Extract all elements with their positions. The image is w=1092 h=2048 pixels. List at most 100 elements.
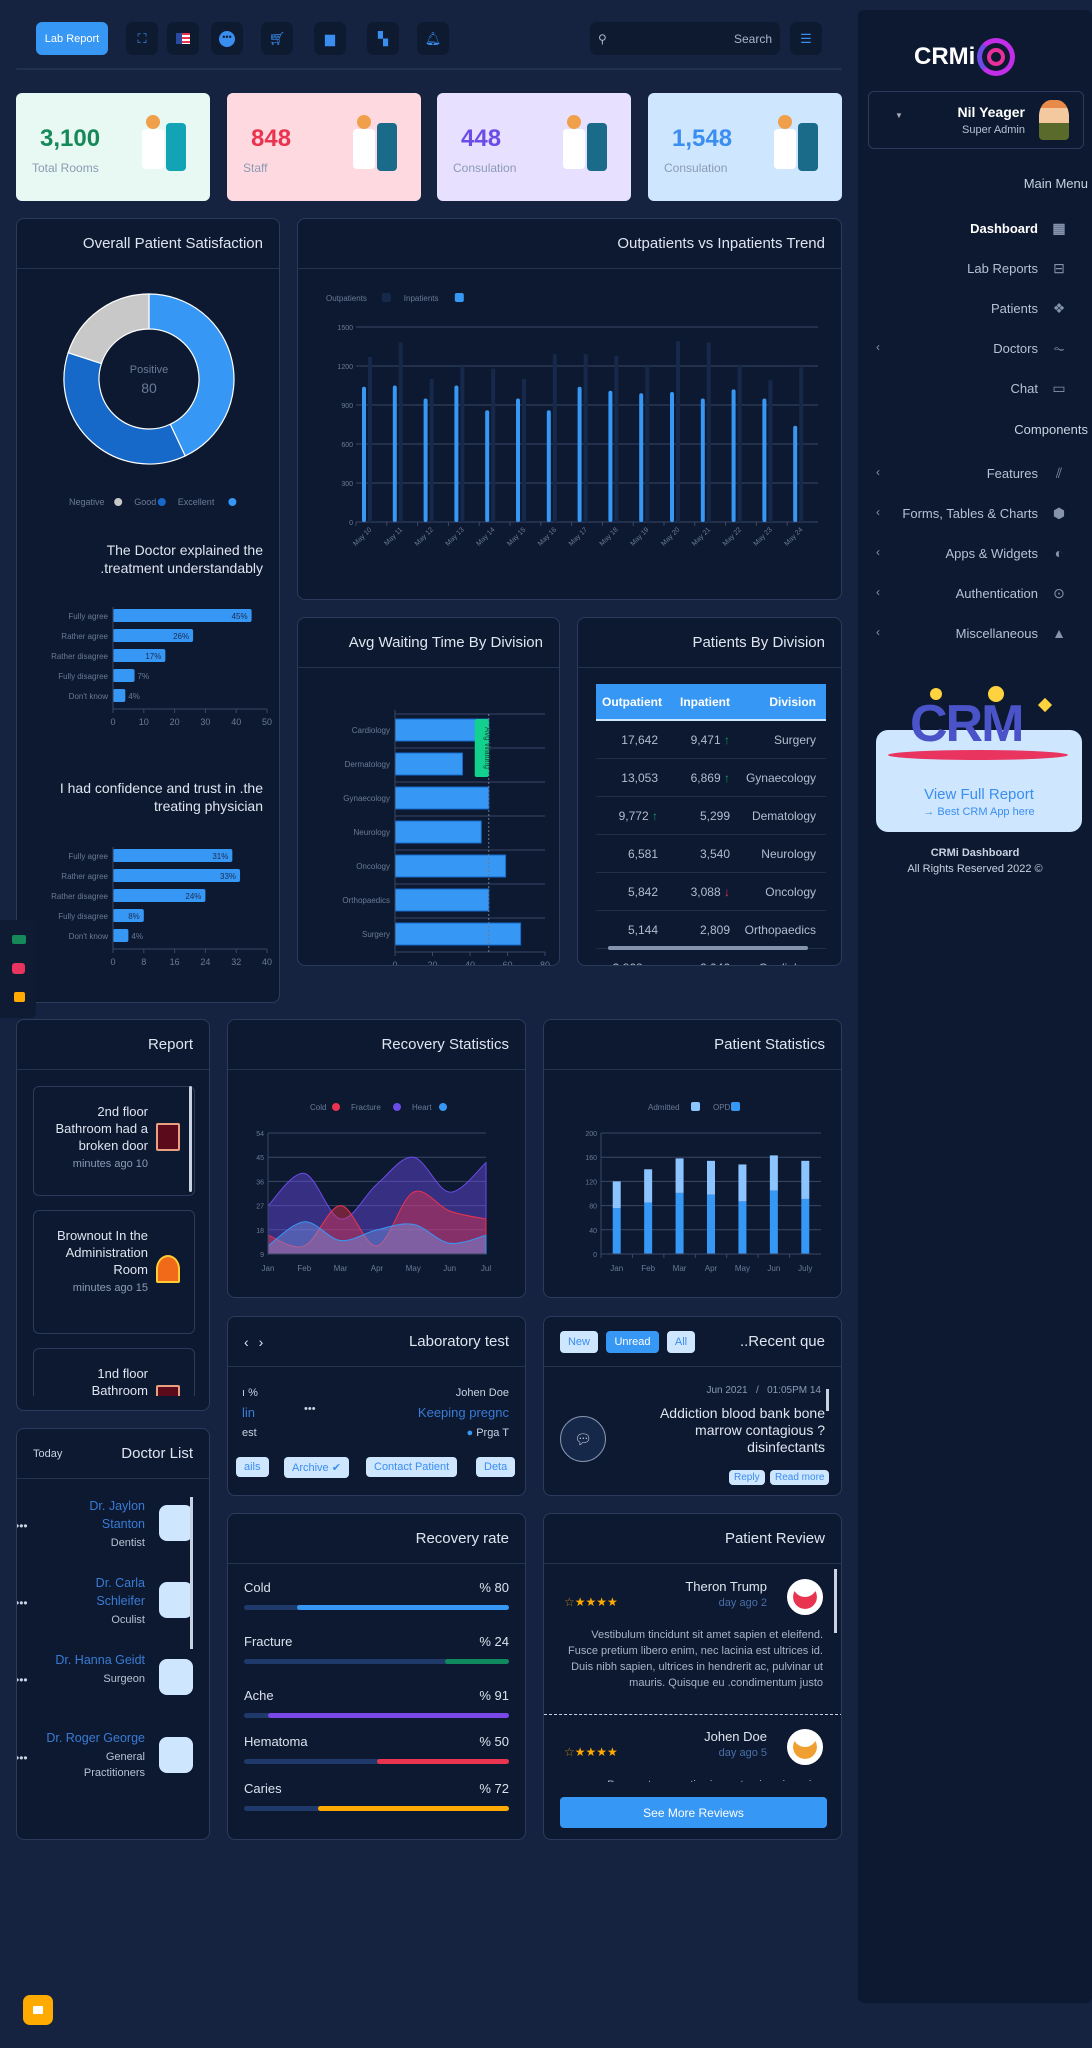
bar (113, 629, 194, 642)
next-arrow-icon[interactable]: › (258, 1333, 274, 1350)
x-tick-label: 16 (170, 957, 180, 967)
donut-slice-good (63, 351, 186, 465)
reply-button[interactable]: Reply (729, 1470, 765, 1485)
table-row[interactable]: 9,772 ↑ 5,299 Dematology (596, 797, 826, 835)
doctor-item[interactable]: Dr. Carla Schleifer Oculist ••• (16, 1574, 193, 1628)
doctor-item[interactable]: Dr. Roger George General Practitioners ••• (16, 1729, 193, 1781)
promo-card[interactable] (876, 730, 1082, 832)
layers-button[interactable] (23, 1995, 53, 2025)
more-options-icon[interactable]: ••• (16, 1596, 28, 1610)
see-more-reviews-button[interactable]: See More Reviews (560, 1797, 827, 1828)
bar-outpatients (552, 354, 557, 522)
col-inpatient[interactable]: Inpatient (680, 694, 730, 709)
user-card[interactable]: ▼ Nil Yeager Super Admin (868, 91, 1084, 149)
x-tick-label: May 23 (753, 526, 774, 547)
view-full-report-link[interactable]: View Full Report (924, 786, 1034, 803)
y-tick-label: 160 (585, 1155, 597, 1162)
test-title[interactable]: Keeping pregnc (417, 1405, 509, 1420)
x-tick-label: Mar (334, 1264, 348, 1273)
col-division[interactable]: Division (769, 694, 816, 709)
details-button-2[interactable]: Deta (476, 1457, 516, 1477)
report-item[interactable]: 2nd floor Bathroom had a broken door min… (33, 1086, 195, 1196)
bar (113, 849, 233, 862)
x-tick-label: Jun (443, 1264, 456, 1273)
more-options-icon[interactable]: ••• (16, 1519, 28, 1533)
more-options-icon[interactable]: ••• (16, 1673, 28, 1687)
bar-opd (769, 1190, 778, 1254)
table-row[interactable]: 17,642 9,471 ↑ Surgery (596, 721, 826, 759)
table-row[interactable]: 5,144 2,809 Orthopaedics (596, 911, 826, 949)
test-tag: ● Prga T (466, 1427, 509, 1439)
recovery-rate-item: Fracture % 24 (244, 1634, 509, 1664)
table-scrollbar[interactable] (608, 946, 808, 950)
image-icon[interactable] (12, 963, 25, 974)
category-label: Fully disagree (58, 912, 108, 921)
read-more-button[interactable]: Read more (770, 1470, 830, 1485)
stat-label: Total Rooms (32, 161, 99, 175)
legend-label: Negative (69, 497, 105, 507)
more-options-icon[interactable]: ••• (304, 1403, 316, 1415)
card-header: New Unread All ..Recent que (544, 1317, 841, 1367)
review-scrollbar[interactable] (834, 1569, 837, 1633)
fullscreen-icon[interactable]: ⛶ (126, 22, 158, 55)
bar-opd (801, 1198, 810, 1254)
bell-icon[interactable]: 🔔︎ (417, 22, 449, 55)
layers-icon (33, 2006, 43, 2014)
tab-unread[interactable]: Unread (606, 1330, 659, 1353)
bar-admitted (675, 1158, 684, 1193)
us-flag-icon[interactable] (167, 22, 199, 55)
stat-label: Consulation (664, 161, 728, 175)
search-input[interactable]: ⚲ Search (590, 22, 780, 55)
y-tick-label: 120 (585, 1179, 597, 1186)
doctor-scrollbar[interactable] (190, 1497, 193, 1649)
query-text[interactable]: Addiction blood bank bone marrow contagi… (659, 1405, 825, 1455)
table-row[interactable]: 6,581 3,540 Neurology (596, 835, 826, 873)
lab-report-button[interactable]: Lab Report (36, 22, 108, 55)
report-time: minutes ago 10 (72, 1158, 148, 1170)
table-row[interactable]: 5,842 3,088 ↓ Oncology (596, 873, 826, 911)
x-tick-label: Jul (481, 1264, 491, 1273)
money-icon[interactable] (12, 935, 26, 944)
today-filter[interactable]: Today (33, 1447, 63, 1460)
contact-patient-button[interactable]: Contact Patient (366, 1457, 458, 1477)
tab-new[interactable]: New (560, 1330, 598, 1353)
tab-all[interactable]: All (667, 1330, 695, 1353)
progress-bar (244, 1659, 509, 1664)
cart-icon[interactable]: 🛒︎ (261, 22, 293, 55)
file-icon[interactable]: ▆ (314, 22, 346, 55)
prev-arrow-icon[interactable]: ‹ (244, 1333, 259, 1350)
chevron-left-icon: ‹ (876, 340, 880, 354)
doctor-item[interactable]: Dr. Jaylon Stanton Dentist ••• (16, 1497, 193, 1551)
more-options-icon[interactable]: ••• (16, 1751, 28, 1765)
chat-bubble-icon[interactable]: ••• (211, 22, 243, 55)
details-button[interactable]: ails (236, 1457, 269, 1477)
table-row[interactable]: 3,868 →2,046Cardiology (596, 949, 826, 966)
archive-button[interactable]: Archive ✔ (284, 1457, 349, 1478)
query-scrollbar[interactable] (826, 1389, 829, 1411)
table-row[interactable]: 13,053 6,869 ↑ Gynaecology (596, 759, 826, 797)
sidebar-item-label: Patients (991, 300, 1038, 316)
grid-icon[interactable]: ▚ (367, 22, 399, 55)
recovery-value: % 50 (479, 1734, 509, 1749)
stat-value: 848 (251, 125, 292, 152)
menu-icon[interactable]: ☰ (790, 22, 822, 55)
bar-admitted (738, 1164, 747, 1202)
best-crm-link[interactable]: → Best CRM App here (923, 806, 1035, 818)
col-outpatient[interactable]: Outpatient (602, 694, 662, 709)
lab-item-title[interactable]: lin (242, 1405, 256, 1420)
review-text: Vestibulum tincidunt sit amet sapien et … (568, 1629, 823, 1689)
folder-icon[interactable] (14, 992, 25, 1002)
footer-copyright: All Rights Reserved 2022 © (907, 863, 1043, 875)
progress-fill (445, 1659, 509, 1664)
bar-inpatients (762, 398, 767, 522)
report-scrollbar[interactable] (189, 1086, 192, 1192)
report-item[interactable]: 1nd floor Bathroom (33, 1348, 195, 1396)
doctor-item[interactable]: Dr. Hanna Geidt Surgeon ••• (16, 1651, 193, 1695)
x-tick-label: 0 (110, 717, 115, 727)
dashboard-icon: ▦ (1052, 219, 1066, 236)
review-time: day ago 5 (718, 1747, 767, 1759)
bar-inpatients (485, 410, 490, 522)
sidebar-item-label: Forms, Tables & Charts (902, 505, 1038, 521)
doctor-list-card: Today Doctor List Dr. Jaylon Stanton Dent… (16, 1428, 210, 1840)
report-item[interactable]: Brownout In the Administration Room minu… (33, 1210, 195, 1334)
